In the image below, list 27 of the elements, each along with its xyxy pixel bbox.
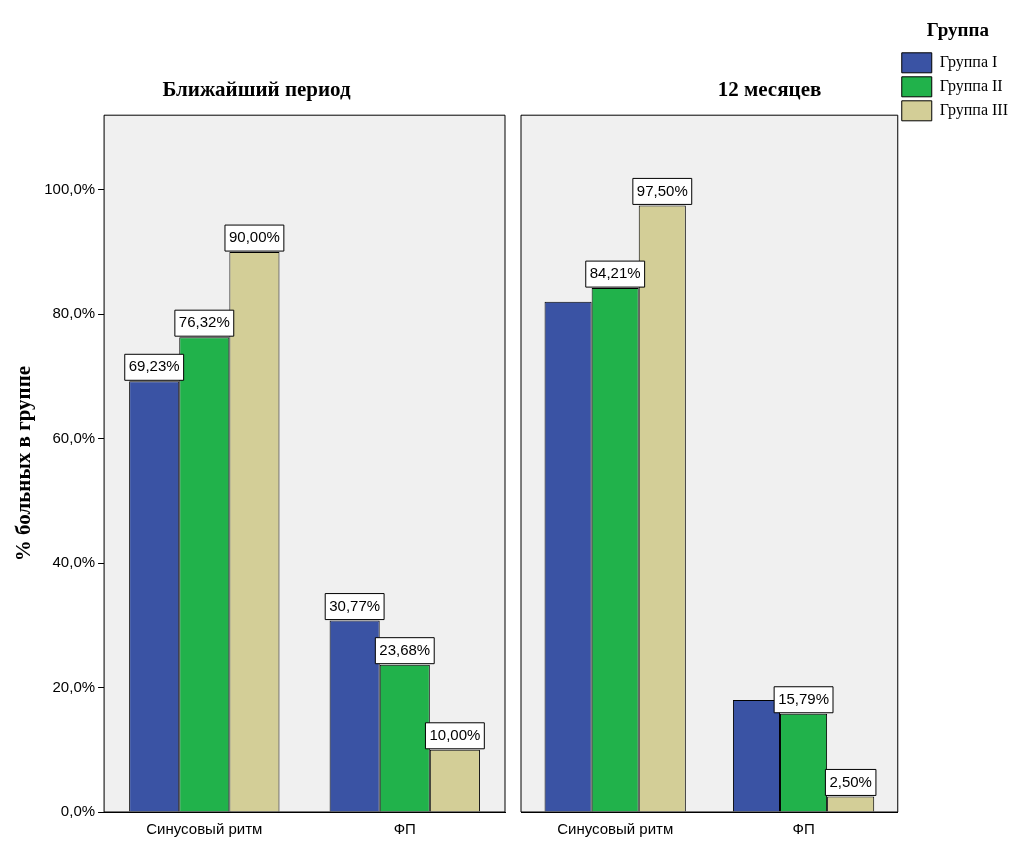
legend-label: Группа II [939, 77, 1003, 95]
chart-title: Ближайший период [162, 77, 351, 102]
data-label: 2,50% [829, 772, 872, 790]
x-tick-label: ФП [393, 820, 416, 838]
x-tick-label: Синусовый ритм [557, 820, 674, 838]
legend-title: Группа [926, 19, 990, 41]
data-label: 30,77% [329, 596, 381, 614]
data-label: 10,00% [429, 725, 481, 743]
data-label: 69,23% [128, 357, 180, 375]
y-tick-label: 100,0% [44, 180, 96, 197]
data-label: 23,68% [379, 640, 431, 658]
legend-label: Группа I [939, 53, 998, 71]
y-tick-label: 60,0% [52, 428, 96, 446]
y-tick-label: 20,0% [52, 677, 96, 695]
legend-label: Группа III [939, 101, 1009, 119]
data-label: 84,21% [589, 264, 641, 282]
data-label: 15,79% [778, 689, 830, 707]
x-tick-label: Синусовый ритм [146, 820, 263, 838]
y-tick-label: 80,0% [52, 304, 96, 322]
y-tick-label: 0,0% [60, 802, 96, 820]
y-axis-title: % больных в группе [11, 365, 36, 562]
data-label: 97,50% [636, 181, 688, 199]
x-tick-label: ФП [792, 820, 815, 838]
data-label: 76,32% [178, 313, 230, 331]
chart-title: 12 месяцев [717, 77, 822, 102]
y-tick-label: 40,0% [52, 553, 96, 571]
data-label: 90,00% [228, 228, 280, 246]
